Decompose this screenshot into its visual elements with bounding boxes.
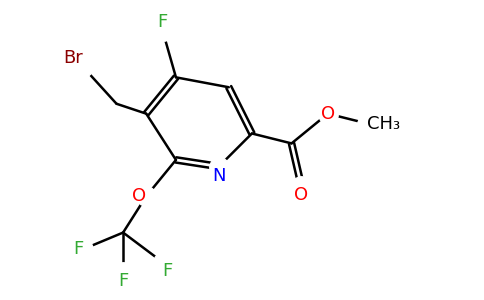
Text: O: O [132, 187, 146, 205]
Text: Br: Br [64, 50, 83, 68]
Text: O: O [321, 105, 335, 123]
Text: F: F [158, 13, 168, 31]
Text: N: N [212, 167, 226, 184]
Text: F: F [73, 240, 83, 258]
Text: F: F [118, 272, 128, 290]
Text: F: F [163, 262, 173, 280]
Text: CH₃: CH₃ [367, 115, 401, 133]
Text: O: O [294, 186, 308, 204]
